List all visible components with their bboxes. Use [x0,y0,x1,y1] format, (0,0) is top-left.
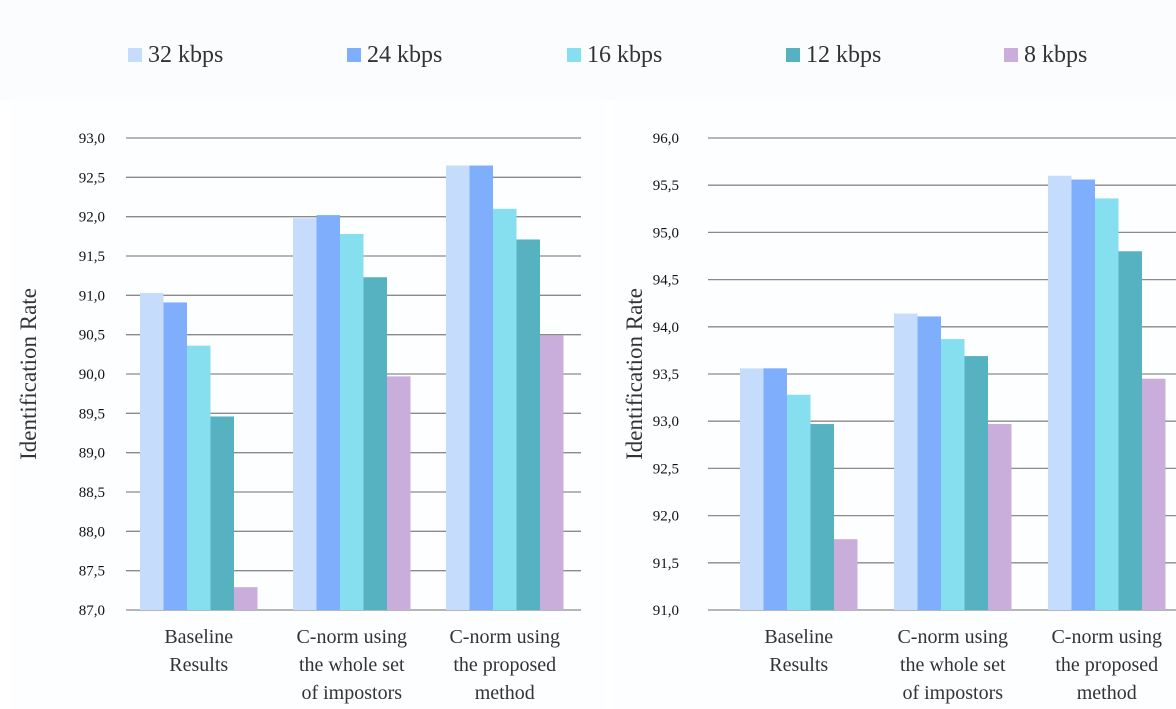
legend-label: 32 kbps [148,41,224,68]
y-tick-label: 92,5 [653,461,679,477]
bar [1071,179,1095,610]
y-tick-label: 92,0 [79,210,105,226]
x-category-label: Results [169,654,228,676]
bar [340,233,364,610]
x-category-label: C-norm using [449,626,560,648]
x-category-label: C-norm using [897,626,1008,648]
bar [810,424,834,610]
y-tick-label: 95,0 [653,225,679,241]
bar [834,539,858,610]
bar-chart-right: 91,0 91,5 92,0 92,5 93,0 93,5 94,0 94,5 95,0 95,5… [622,131,1176,704]
bar [316,215,340,610]
y-tick-label: 87,0 [79,603,105,619]
x-category-label: Results [769,654,828,676]
y-tick-label: 96,0 [653,131,679,147]
legend-swatch [1004,48,1018,62]
bar [493,208,517,611]
legend-swatch [786,48,800,62]
bar [163,302,187,610]
x-category-label: the proposed [1055,654,1158,676]
legend-swatch [567,48,581,62]
x-category-label: C-norm using [1051,626,1162,648]
legend-label: 12 kbps [806,41,882,68]
y-tick-label: 93,0 [79,131,105,147]
bar [469,165,493,610]
y-axis-title: Identification Rate [16,288,41,460]
y-tick-label: 93,5 [653,367,679,383]
y-tick-label: 88,0 [79,524,105,540]
bar [293,218,317,610]
y-tick-label: 91,5 [653,556,679,572]
y-tick-label: 93,0 [653,414,679,430]
legend-label: 24 kbps [367,41,443,68]
y-tick-label: 94,0 [653,320,679,336]
bar [234,587,258,610]
x-category-label: Baseline [164,626,233,648]
legend-swatch [347,48,361,62]
legend-item: 24 kbps [347,41,442,69]
y-tick-label: 90,0 [79,367,105,383]
y-tick-label: 88,5 [79,485,105,501]
x-category-label: of impostors [902,682,1003,704]
legend-label: 8 kbps [1024,41,1088,68]
x-category-label: of impostors [301,682,402,704]
bar [1118,251,1142,610]
x-category-label: Baseline [764,626,833,648]
y-tick-label: 94,5 [653,273,679,289]
y-tick-label: 92,0 [653,509,679,525]
bar [941,339,965,610]
y-tick-label: 87,5 [79,564,105,580]
legend-item: 32 kbps [128,41,223,69]
bar [787,394,811,610]
bar [540,335,564,610]
legend-swatch [128,48,142,62]
bar-chart-left: 87,0 87,5 88,0 88,5 89,0 89,5 90,0 90,5 91,0 91,5… [16,131,581,704]
chart-panel-right: 91,0 91,5 92,0 92,5 93,0 93,5 94,0 94,5 95,0 95,5… [612,100,1176,709]
chart-legend: 32 kbps 24 kbps 16 kbps 12 kbps 8 kbps [0,0,1176,100]
bar [1048,175,1072,610]
bar [210,416,234,610]
y-tick-label: 90,5 [79,328,105,344]
legend-item: 12 kbps [786,41,881,69]
legend-label: 16 kbps [587,41,663,68]
bar [988,424,1012,610]
bar [516,239,540,611]
bar [363,277,387,610]
bar [917,316,941,610]
bar [964,356,988,610]
y-tick-label: 95,5 [653,178,679,194]
bar [894,313,918,610]
x-category-label: the whole set [299,654,405,676]
y-tick-label: 89,0 [79,446,105,462]
bar [740,368,764,610]
y-tick-label: 91,0 [79,288,105,304]
y-tick-label: 91,0 [653,603,679,619]
bar [1142,378,1166,610]
y-axis-title: Identification Rate [622,288,647,460]
bar [187,345,211,610]
x-category-label: C-norm using [296,626,407,648]
bar [763,368,787,610]
x-category-label: the proposed [453,654,556,676]
legend-item: 16 kbps [567,41,662,69]
y-tick-label: 89,5 [79,406,105,422]
x-category-label: method [1077,682,1137,704]
x-category-label: method [475,682,535,704]
bar [1095,198,1119,610]
bar [140,292,164,610]
legend-item: 8 kbps [1004,41,1087,69]
bar [446,165,470,610]
bar [387,376,411,610]
x-category-label: the whole set [900,654,1006,676]
y-tick-label: 92,5 [79,170,105,186]
chart-panel-left: 87,0 87,5 88,0 88,5 89,0 89,5 90,0 90,5 91,0 91,5… [10,100,606,709]
y-tick-label: 91,5 [79,249,105,265]
